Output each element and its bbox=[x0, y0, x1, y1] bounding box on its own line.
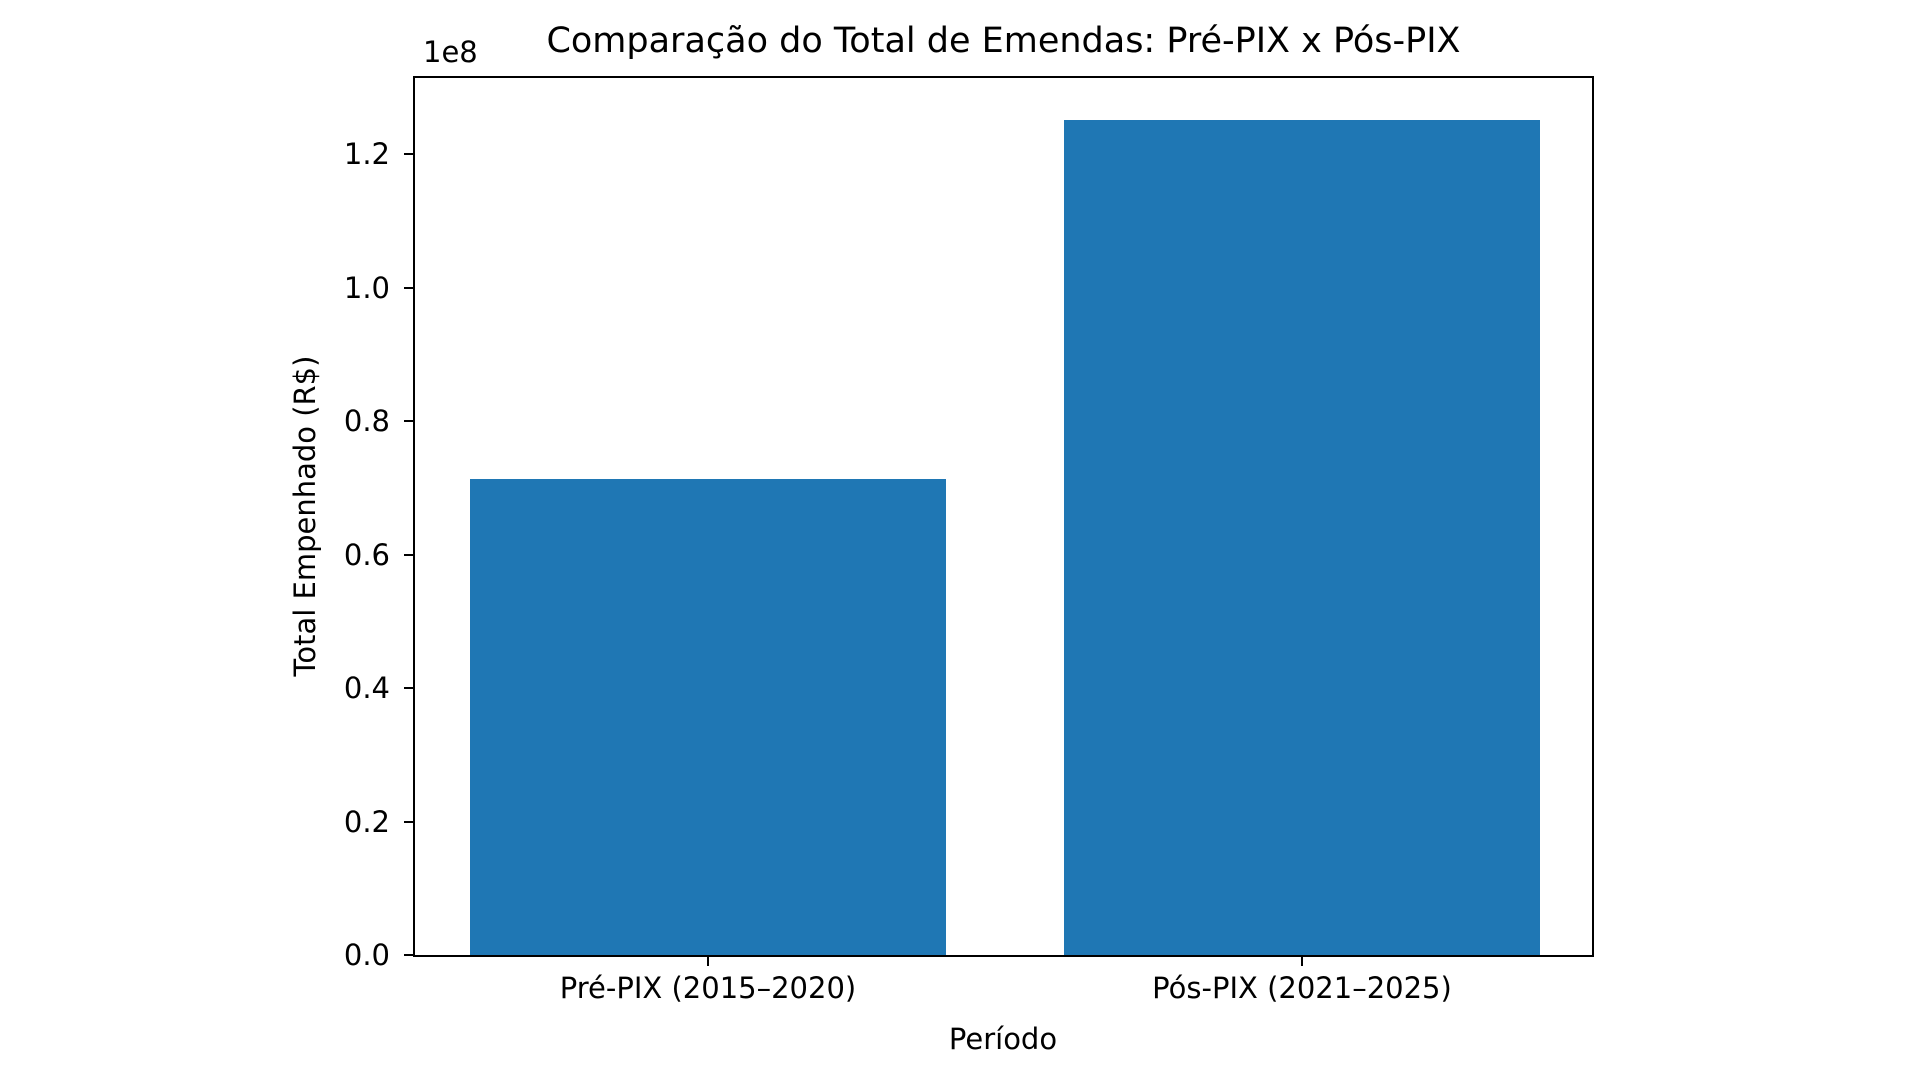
y-tick-mark bbox=[404, 687, 415, 689]
chart-title: Comparação do Total de Emendas: Pré-PIX … bbox=[546, 21, 1461, 61]
y-tick-label: 0.4 bbox=[343, 671, 390, 705]
y-tick-mark bbox=[404, 153, 415, 155]
y-tick-mark bbox=[404, 821, 415, 823]
y-tick-label: 0.8 bbox=[343, 404, 390, 438]
y-tick-mark bbox=[404, 287, 415, 289]
x-tick-label: Pós-PIX (2021–2025) bbox=[1152, 971, 1452, 1005]
x-tick-label: Pré-PIX (2015–2020) bbox=[559, 971, 857, 1005]
x-axis-label: Período bbox=[948, 1022, 1058, 1056]
x-tick-mark bbox=[707, 957, 709, 966]
y-tick-label: 0.6 bbox=[343, 538, 390, 572]
y-tick-label: 1.0 bbox=[343, 271, 390, 305]
bar-0 bbox=[470, 479, 946, 955]
x-tick-mark bbox=[1301, 957, 1303, 966]
y-tick-mark bbox=[404, 554, 415, 556]
y-tick-label: 0.2 bbox=[343, 805, 390, 839]
y-tick-label: 1.2 bbox=[343, 137, 390, 171]
bar-1 bbox=[1064, 120, 1540, 955]
y-tick-label: 0.0 bbox=[343, 938, 390, 972]
y-tick-mark bbox=[404, 420, 415, 422]
plot-area bbox=[413, 76, 1594, 957]
y-tick-mark bbox=[404, 954, 415, 956]
y-axis-offset-exponent-label: 1e8 bbox=[423, 35, 478, 69]
